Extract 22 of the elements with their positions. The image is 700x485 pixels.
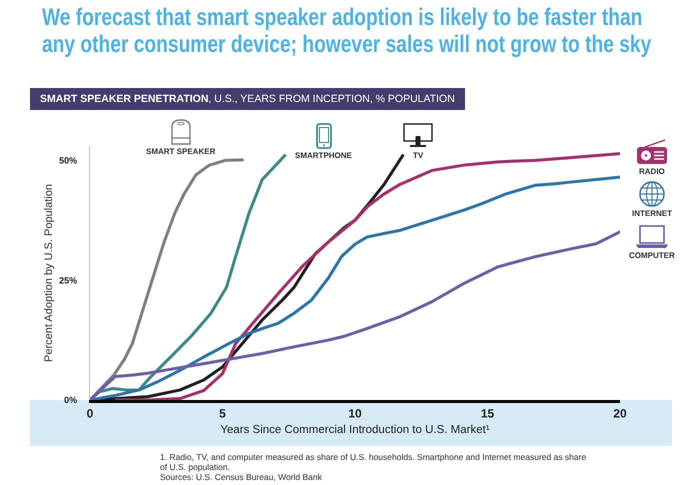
legend-label: SMARTPHONE: [295, 151, 353, 160]
legend-label: COMPUTER: [629, 251, 675, 260]
legend-label: TV: [413, 151, 424, 160]
y-tick-label: 25%: [59, 275, 78, 286]
x-tick-label: 20: [613, 406, 627, 420]
chart-subtitle: SMART SPEAKER PENETRATION, U.S., YEARS FROM INCEPTION, % POPULATION: [30, 88, 465, 110]
y-tick-label: 50%: [59, 156, 78, 166]
legend-label: RADIO: [639, 167, 665, 176]
legend-label: SMART SPEAKER: [146, 147, 216, 156]
x-axis-title: Years Since Commercial Introduction to U.S. Market¹: [220, 424, 490, 436]
line-series: [90, 230, 620, 400]
source-note: Sources: U.S. Census Bureau, World Bank: [160, 472, 323, 482]
line-series: [90, 158, 244, 400]
x-tick-label: 15: [480, 406, 494, 420]
x-tick-label: 0: [86, 406, 94, 420]
y-tick-label: 0%: [64, 395, 78, 406]
chart-title: We forecast that smart speaker adoption is likely to be faster than any other consumer device; however sales will not grow to the sky: [42, 4, 652, 58]
x-tick-label: 10: [348, 406, 362, 420]
legend-label: INTERNET: [632, 209, 672, 218]
text: 1. Radio, TV, and computer measured as share of U.S. households. Smartphone and Internet measured as share of U.S. population.: [160, 452, 588, 472]
x-tick-label: 5: [219, 406, 226, 420]
y-axis-title: Percent Adoption by U.S. Population: [42, 184, 55, 362]
